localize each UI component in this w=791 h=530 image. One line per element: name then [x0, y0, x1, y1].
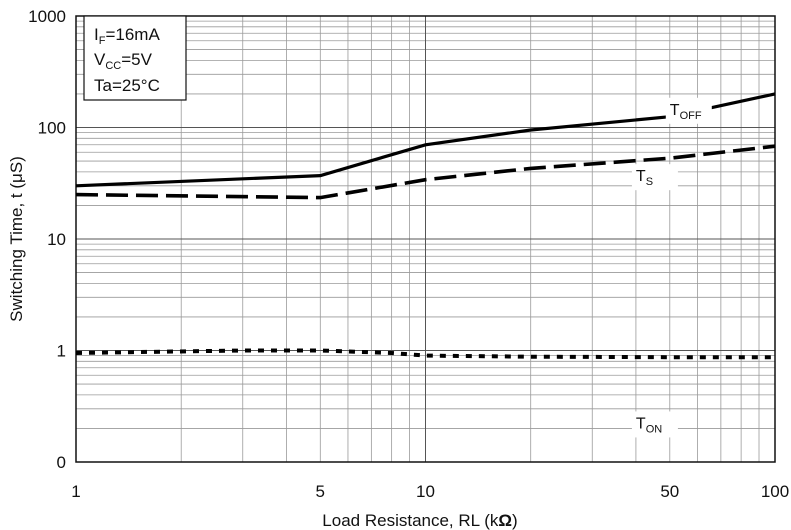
series-label-bg	[631, 411, 678, 438]
series-label-toff: TOFF	[670, 102, 702, 122]
x-tick-labels: 1 5 10 50 100	[71, 482, 789, 501]
x-tick-label: 100	[761, 482, 789, 501]
x-tick-label: 1	[71, 482, 80, 501]
plot-frame	[75, 15, 776, 463]
series-labels: TOFF TS TON	[631, 97, 712, 438]
y-tick-label: 1	[57, 342, 66, 361]
x-tick-label: 10	[416, 482, 435, 501]
conditions-box-frame	[83, 15, 187, 101]
y-tick-labels: 0 1 10 100 1000	[28, 7, 66, 472]
x-tick-label: 5	[316, 482, 325, 501]
y-tick-label: 0	[57, 453, 66, 472]
x-axis-title: Load Resistance, RL (kΩ)	[322, 511, 517, 530]
major-gridlines	[76, 16, 775, 462]
series-label-bg	[631, 164, 678, 191]
y-tick-label: 10	[47, 230, 66, 249]
series-line-ts	[75, 144, 776, 200]
x-tick-label: 50	[660, 482, 679, 501]
series-label-bg	[665, 97, 712, 124]
condition-ta: Ta=25°C	[94, 76, 160, 95]
series-label-ton: TON	[636, 415, 662, 435]
series-label-ts: TS	[636, 168, 653, 188]
y-axis-title: Switching Time, t (μS)	[7, 156, 26, 322]
condition-if: IF=16mA	[94, 25, 160, 47]
conditions-box: IF=16mA VCC=5V Ta=25°C	[83, 15, 187, 101]
y-tick-label: 100	[38, 119, 66, 138]
y-tick-label: 1000	[28, 7, 66, 26]
condition-vcc: VCC=5V	[94, 50, 153, 72]
